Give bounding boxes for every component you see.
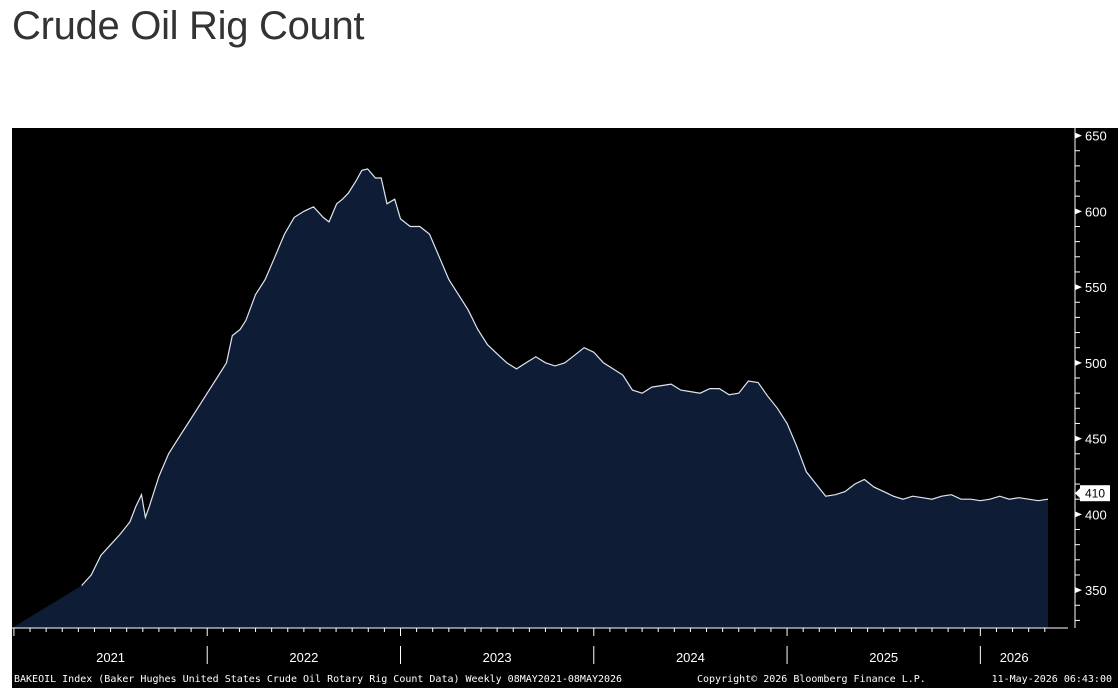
y-major-tick [1075,511,1082,518]
y-major-tick [1075,359,1082,366]
series-area [12,168,1048,628]
x-tick-label: 2022 [289,650,318,665]
series-line [81,168,1049,587]
page-title: Crude Oil Rig Count [12,4,365,48]
y-tick-label: 550 [1085,280,1107,295]
footer-description: BAKEOIL Index (Baker Hughes United State… [14,674,622,685]
last-value-label: 410 [1085,487,1105,501]
area-layer [12,168,1049,628]
footer-layer: BAKEOIL Index (Baker Hughes United State… [14,674,1112,685]
footer-copyright: Copyright© 2026 Bloomberg Finance L.P. [697,674,926,685]
y-major-tick [1075,132,1082,139]
y-tick-label: 350 [1085,583,1107,598]
y-major-tick [1075,284,1082,291]
x-tick-label: 2025 [869,650,898,665]
footer-timestamp: 11-May-2026 06:43:00 [992,674,1112,685]
x-tick-label: 2021 [96,650,125,665]
x-tick-label: 2023 [483,650,512,665]
y-tick-label: 450 [1085,432,1107,447]
x-tick-label: 2024 [676,650,705,665]
y-major-tick [1075,587,1082,594]
y-major-tick [1075,435,1082,442]
last-value-box [1080,485,1110,502]
y-tick-label: 600 [1085,204,1107,219]
y-tick-label: 500 [1085,356,1107,371]
last-value-pointer [1075,488,1080,499]
x-tick-label: 2026 [1000,650,1029,665]
axis-layer: 350 400 450 500 550 600 650 410 2021 2022 2023 2024… [12,128,1110,665]
y-tick-label: 650 [1085,129,1107,144]
y-major-tick [1075,208,1082,215]
y-tick-label: 400 [1085,507,1107,522]
